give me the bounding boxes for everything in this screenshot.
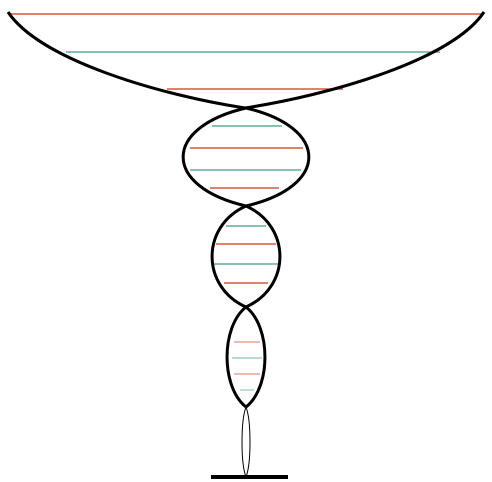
rung-lines — [10, 13, 482, 391]
helix-strand-right-1 — [245, 106, 311, 208]
helix-strand-right-3 — [245, 305, 267, 409]
helix-strand-right-2 — [245, 204, 282, 309]
helix-strand-right-4 — [245, 406, 251, 478]
helix-strand-left-1 — [181, 106, 247, 208]
helix-strands — [6, 11, 486, 478]
helix-strand-left-3 — [225, 305, 247, 409]
helix-strand-left-4 — [241, 406, 247, 478]
helix-strand-left-2 — [210, 204, 247, 309]
funnel-bowl-curve — [6, 11, 486, 110]
